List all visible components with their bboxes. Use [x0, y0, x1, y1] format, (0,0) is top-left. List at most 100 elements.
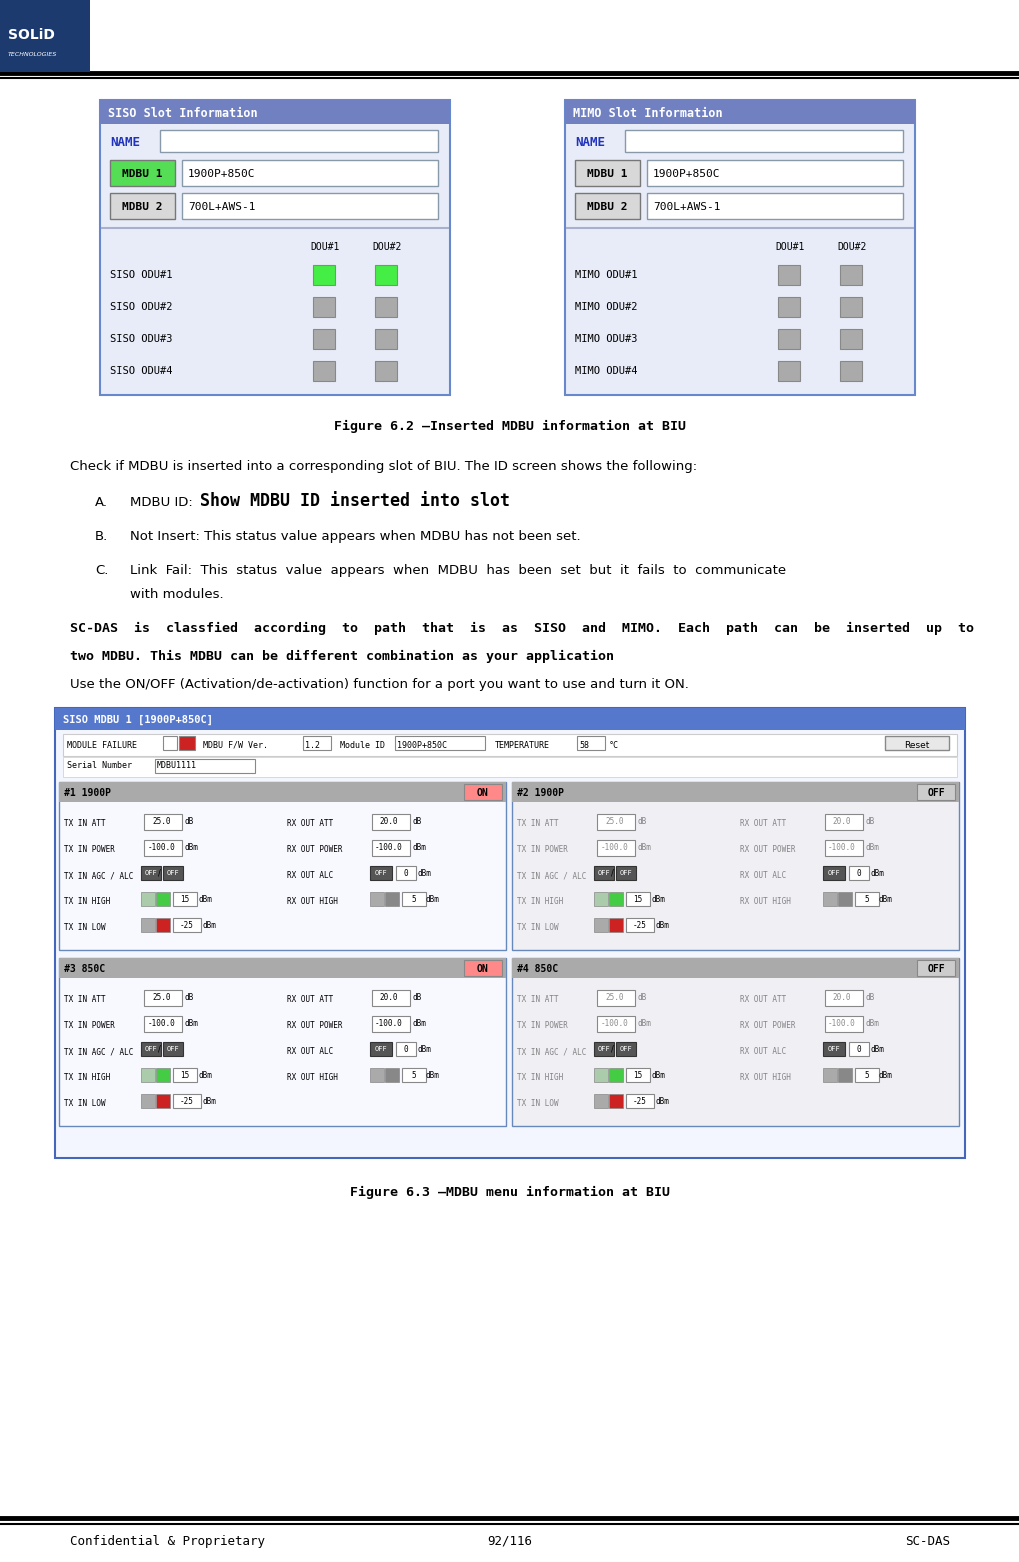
Text: OFF: OFF: [374, 1047, 387, 1051]
Bar: [144, 840, 181, 856]
Text: MIMO ODU#2: MIMO ODU#2: [575, 301, 637, 312]
Text: OFF: OFF: [166, 870, 179, 876]
Bar: [59, 783, 505, 801]
Text: TX IN ATT: TX IN ATT: [64, 820, 106, 828]
Text: NAME: NAME: [575, 136, 604, 148]
Bar: [144, 1015, 181, 1032]
Bar: [608, 1068, 623, 1082]
Text: SISO Slot Information: SISO Slot Information: [108, 108, 258, 120]
Bar: [608, 918, 623, 933]
Text: Use the ON/OFF (Activation/de-activation) function for a port you want to use an: Use the ON/OFF (Activation/de-activation…: [70, 678, 688, 690]
Text: RX OUT HIGH: RX OUT HIGH: [739, 898, 790, 906]
Bar: [63, 758, 956, 776]
Bar: [512, 958, 958, 1126]
Text: dBm: dBm: [184, 843, 199, 853]
Text: 0: 0: [404, 1045, 408, 1053]
Bar: [141, 1068, 155, 1082]
Bar: [615, 1042, 636, 1056]
Bar: [464, 784, 501, 800]
Bar: [625, 130, 902, 152]
Bar: [596, 814, 635, 829]
Bar: [512, 783, 958, 950]
Bar: [777, 266, 799, 284]
Text: dBm: dBm: [184, 1020, 199, 1028]
Text: dBm: dBm: [199, 1070, 213, 1079]
Text: dB: dB: [865, 817, 874, 826]
Text: 0: 0: [856, 1045, 860, 1053]
Bar: [608, 892, 623, 906]
Bar: [840, 297, 861, 317]
Text: /: /: [157, 1045, 160, 1053]
Text: OFF: OFF: [826, 870, 840, 876]
Text: TX IN AGC / ALC: TX IN AGC / ALC: [64, 1048, 133, 1056]
Text: -100.0: -100.0: [827, 1020, 855, 1028]
Text: 5: 5: [864, 1070, 868, 1079]
Text: TX IN LOW: TX IN LOW: [517, 1100, 558, 1109]
Text: A.: A.: [95, 497, 108, 509]
Text: TX IN HIGH: TX IN HIGH: [64, 898, 110, 906]
Text: TX IN POWER: TX IN POWER: [517, 1022, 568, 1031]
Text: DOU#2: DOU#2: [837, 242, 865, 251]
Text: SISO ODU#1: SISO ODU#1: [110, 270, 172, 280]
Bar: [593, 892, 607, 906]
Text: Figure 6.2 –Inserted MDBU information at BIU: Figure 6.2 –Inserted MDBU information at…: [333, 420, 686, 433]
Text: dBm: dBm: [878, 1070, 892, 1079]
Text: dB: dB: [413, 993, 422, 1003]
Bar: [144, 814, 181, 829]
Bar: [593, 918, 607, 933]
Text: dBm: dBm: [865, 1020, 879, 1028]
Bar: [512, 958, 958, 978]
Text: TX IN LOW: TX IN LOW: [64, 1100, 106, 1109]
Text: dBm: dBm: [199, 895, 213, 903]
Bar: [181, 159, 437, 186]
Bar: [840, 266, 861, 284]
Bar: [626, 892, 649, 906]
Bar: [156, 918, 170, 933]
Text: TX IN AGC / ALC: TX IN AGC / ALC: [64, 872, 133, 881]
Bar: [565, 100, 914, 123]
Bar: [777, 330, 799, 348]
Bar: [141, 892, 155, 906]
Text: dBm: dBm: [878, 895, 892, 903]
Text: dBm: dBm: [651, 895, 665, 903]
Text: RX OUT ALC: RX OUT ALC: [286, 872, 333, 881]
Text: -25: -25: [633, 1097, 646, 1106]
Text: -100.0: -100.0: [148, 1020, 175, 1028]
Text: dBm: dBm: [865, 843, 879, 853]
Bar: [370, 865, 391, 879]
Text: OFF: OFF: [619, 1047, 632, 1051]
Bar: [110, 159, 175, 186]
Text: B.: B.: [95, 530, 108, 544]
Text: 15: 15: [180, 1070, 190, 1079]
Text: dBm: dBm: [870, 1045, 884, 1053]
Bar: [577, 736, 604, 750]
Text: 1900P+850C: 1900P+850C: [187, 169, 255, 180]
Text: MDBU 2: MDBU 2: [586, 201, 627, 212]
Text: SISO ODU#4: SISO ODU#4: [110, 366, 172, 376]
Bar: [156, 892, 170, 906]
Text: Reset: Reset: [904, 740, 928, 750]
Bar: [313, 361, 334, 381]
Text: TX IN LOW: TX IN LOW: [517, 923, 558, 933]
Text: -100.0: -100.0: [375, 843, 403, 853]
Bar: [593, 1042, 613, 1056]
Text: 700L+AWS-1: 700L+AWS-1: [187, 201, 255, 212]
Text: TX IN POWER: TX IN POWER: [517, 845, 568, 854]
Text: dBm: dBm: [655, 920, 669, 929]
Text: ON: ON: [477, 964, 488, 975]
Bar: [141, 865, 161, 879]
Text: 1.2: 1.2: [305, 740, 320, 750]
Text: MDBU1111: MDBU1111: [157, 761, 197, 770]
Bar: [615, 865, 636, 879]
Bar: [854, 892, 878, 906]
Text: -100.0: -100.0: [600, 1020, 629, 1028]
Text: dB: dB: [184, 817, 194, 826]
Text: 15: 15: [633, 895, 642, 903]
Text: RX OUT ALC: RX OUT ALC: [286, 1048, 333, 1056]
Bar: [155, 759, 255, 773]
Text: MDBU 1: MDBU 1: [586, 169, 627, 180]
Text: dBm: dBm: [418, 1045, 431, 1053]
Bar: [608, 1093, 623, 1107]
Text: Show MDBU ID inserted into slot: Show MDBU ID inserted into slot: [200, 492, 510, 511]
Bar: [840, 330, 861, 348]
